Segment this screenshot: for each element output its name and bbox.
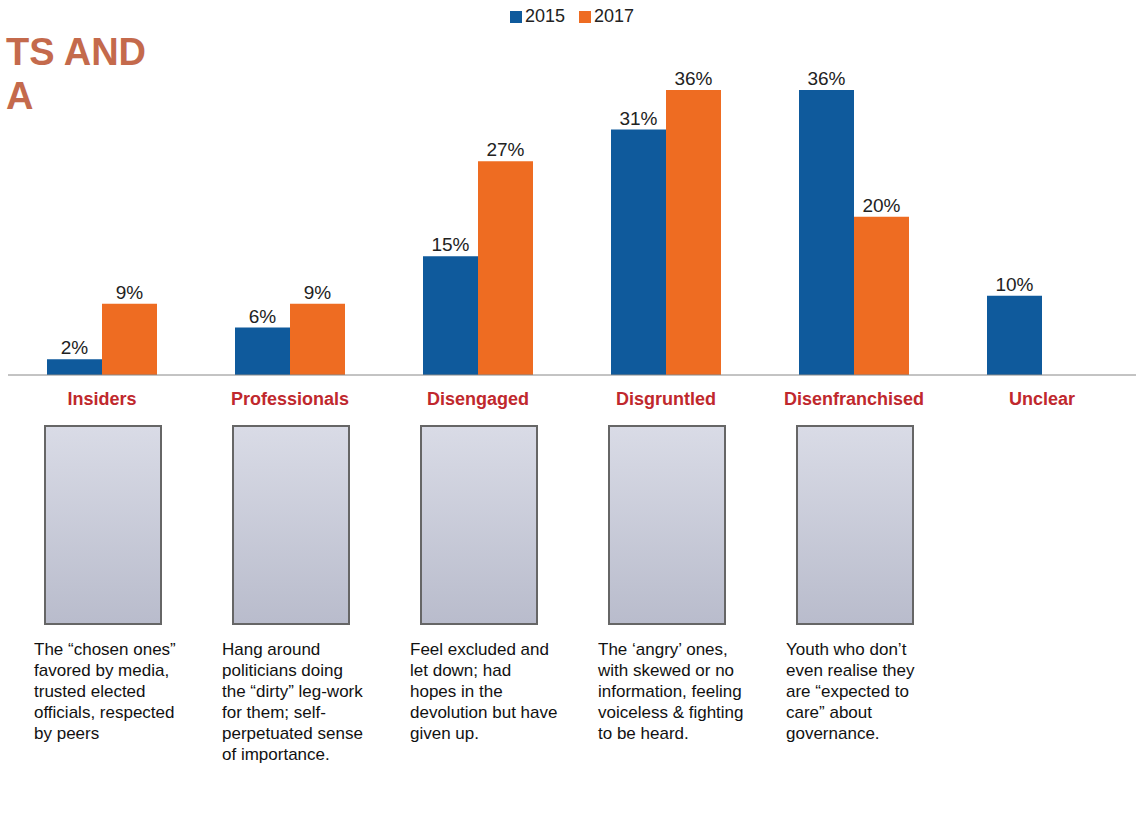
svg-text:36%: 36% (807, 68, 845, 89)
svg-text:Unclear: Unclear (1009, 389, 1075, 409)
svg-text:Disengaged: Disengaged (427, 389, 529, 409)
svg-text:36%: 36% (674, 68, 712, 89)
svg-text:31%: 31% (619, 108, 657, 129)
svg-text:10%: 10% (995, 274, 1033, 295)
svg-text:9%: 9% (304, 282, 332, 303)
svg-text:Insiders: Insiders (67, 389, 136, 409)
svg-text:Disgruntled: Disgruntled (616, 389, 716, 409)
svg-text:15%: 15% (431, 234, 469, 255)
svg-text:27%: 27% (486, 139, 524, 160)
svg-text:2%: 2% (61, 337, 89, 358)
html-text:Hang around politicians doing: Hang around politicians doing the “dirty… (222, 640, 363, 764)
html-text:2015: 2015 (525, 6, 565, 26)
html-text:The ‘angry’ ones, with skewed: The ‘angry’ ones, with skewed or no info… (598, 640, 744, 743)
svg-text:6%: 6% (249, 306, 277, 327)
svg-text:Professionals: Professionals (231, 389, 349, 409)
html-text:Youth who don’t even realise t: Youth who don’t even realise they are “e… (786, 640, 915, 743)
html-text:Feel excluded and let down; ha: Feel excluded and let down; had hopes in… (410, 640, 558, 743)
html-text:2017: 2017 (594, 6, 634, 26)
svg-text:Disenfranchised: Disenfranchised (784, 389, 924, 409)
svg-text:20%: 20% (862, 195, 900, 216)
html-text:The “chosen ones” favored by m: The “chosen ones” favored by media, trus… (34, 640, 176, 743)
html-text:TS AND A: TS AND A (6, 31, 146, 117)
svg-text:9%: 9% (116, 282, 144, 303)
